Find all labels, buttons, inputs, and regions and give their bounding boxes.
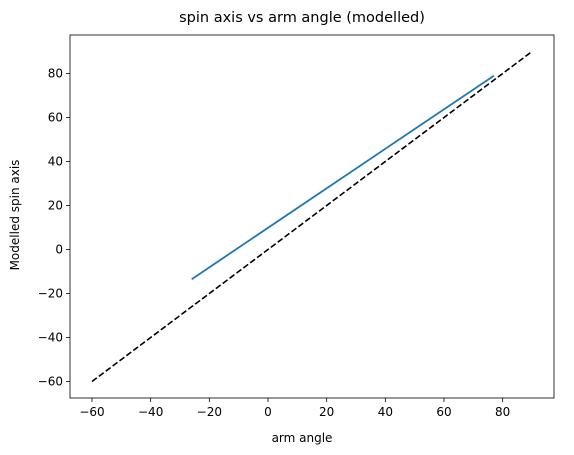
chart-title: spin axis vs arm angle (modelled) <box>179 10 425 26</box>
y-tick-label: 60 <box>48 111 63 125</box>
y-tick-label: −60 <box>38 375 63 389</box>
y-tick-label: 20 <box>48 199 63 213</box>
x-tick-label: 20 <box>319 405 334 419</box>
axes-layer: −60 −40 −20 0 20 40 60 80 −60 −40 −20 0 20 40 60 80 <box>38 34 555 419</box>
series-layer <box>91 50 533 383</box>
y-tick-label: −40 <box>38 331 63 345</box>
y-tick-label: 0 <box>55 243 63 257</box>
x-tick-label: 80 <box>495 405 510 419</box>
series-line-0 <box>191 74 495 280</box>
reference-line-dashed <box>91 50 533 383</box>
x-tick-label: −60 <box>79 405 104 419</box>
x-tick-label: 40 <box>378 405 393 419</box>
x-tick-label: −20 <box>197 405 222 419</box>
plot-frame <box>69 34 555 399</box>
y-tick-label: −20 <box>38 287 63 301</box>
y-tick-label: 80 <box>48 67 63 81</box>
x-axis-label: arm angle <box>272 431 333 445</box>
x-tick-label: 60 <box>436 405 451 419</box>
y-axis-label: Modelled spin axis <box>8 160 22 271</box>
x-tick-label: 0 <box>264 405 272 419</box>
y-tick-label: 40 <box>48 155 63 169</box>
x-tick-label: −40 <box>138 405 163 419</box>
